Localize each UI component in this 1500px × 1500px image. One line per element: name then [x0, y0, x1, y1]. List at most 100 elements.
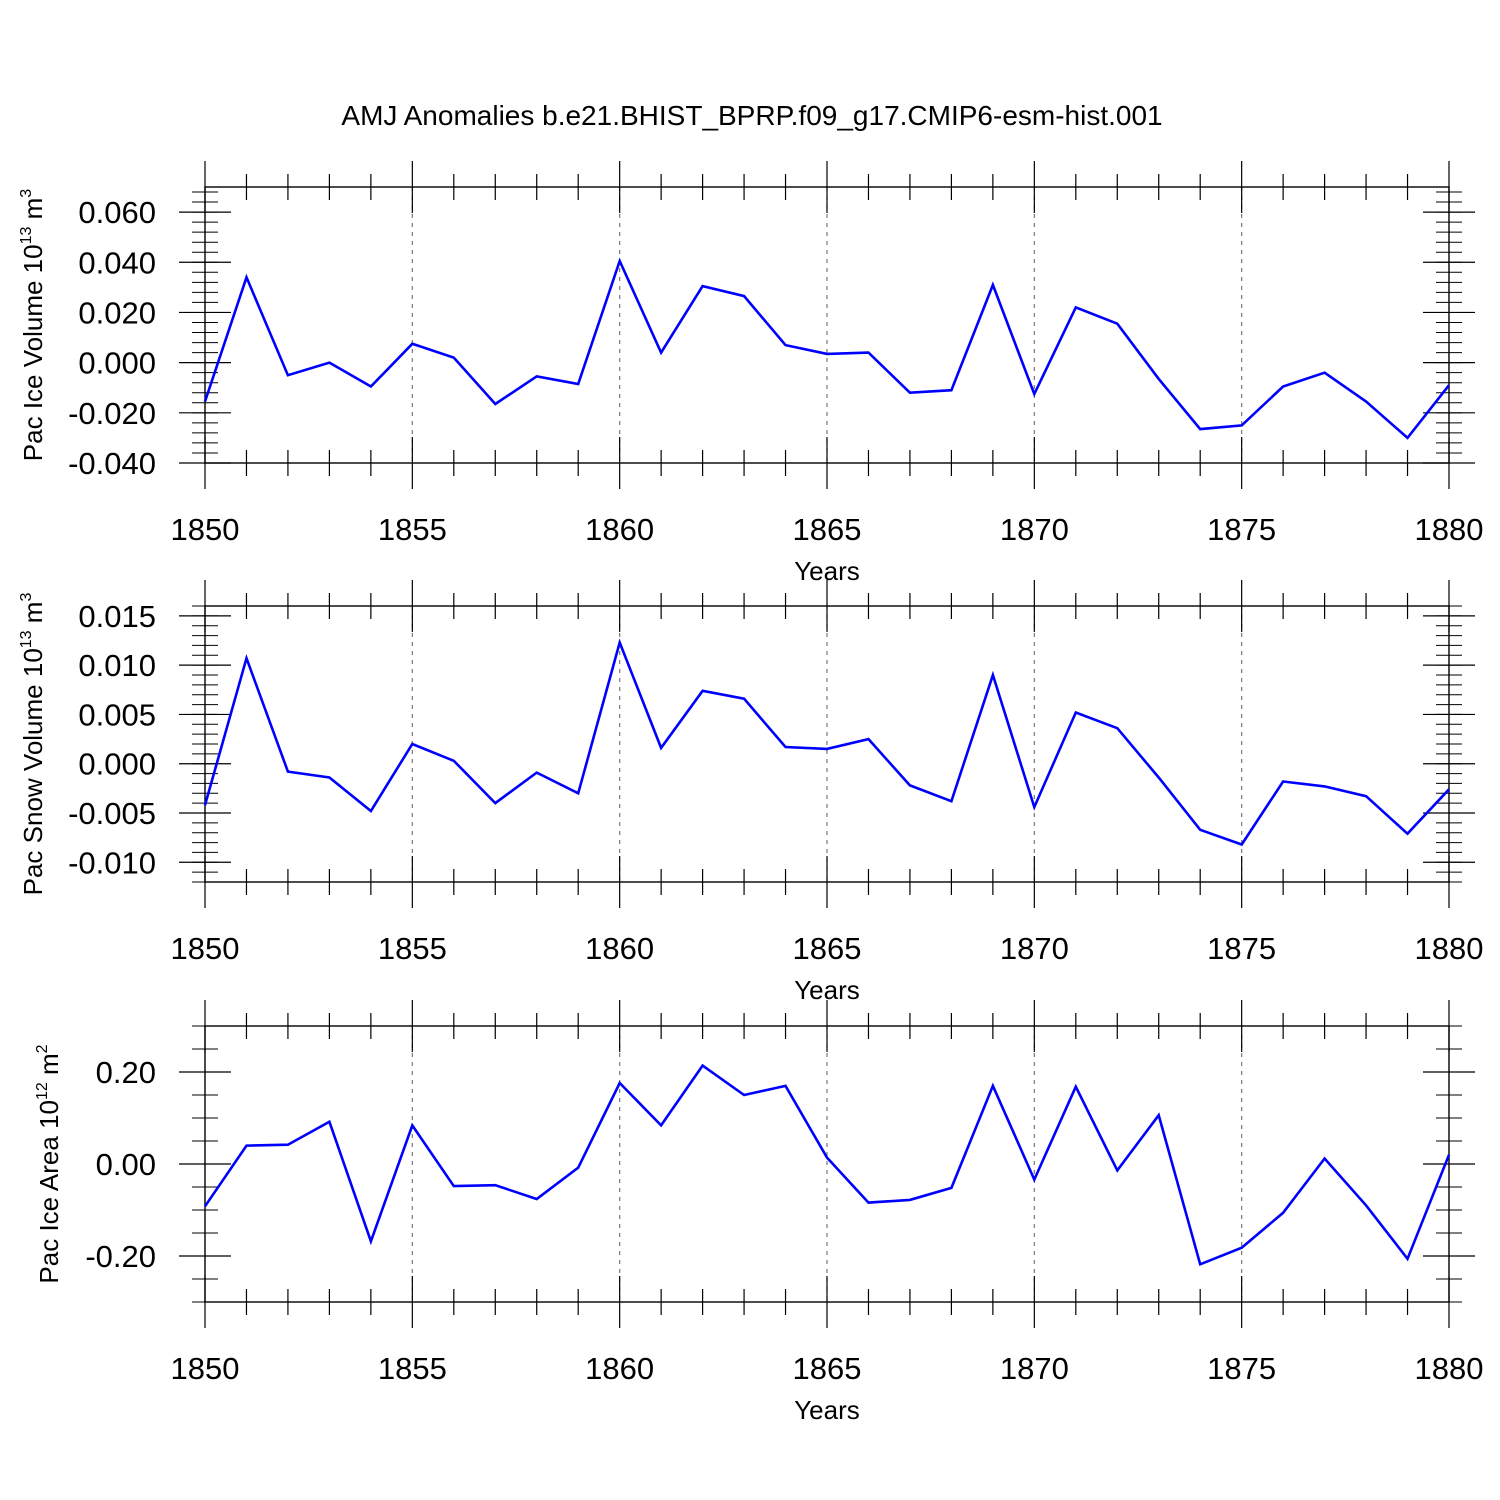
data-point: [1240, 843, 1244, 847]
data-point: [203, 803, 207, 807]
data-point: [1198, 828, 1202, 832]
data-point: [618, 1081, 622, 1085]
data-point: [369, 384, 373, 388]
data-point: [1406, 1257, 1410, 1261]
data-point: [908, 391, 912, 395]
y-tick-label: 0.015: [78, 599, 156, 634]
data-point: [991, 673, 995, 677]
panel-snow-volume: 0.015 0.010 0.005 0.000 -0.005 -0.010 1850 1855…: [18, 580, 1483, 1005]
data-point: [784, 745, 788, 749]
data-point: [1406, 436, 1410, 440]
data-point: [949, 388, 953, 392]
y-tick-label: -0.020: [68, 396, 156, 431]
data-point: [1406, 832, 1410, 836]
x-tick-label: 1880: [1415, 512, 1484, 547]
data-point: [659, 1123, 663, 1127]
data-point: [1281, 779, 1285, 783]
x-tick-label: 1865: [793, 1351, 862, 1386]
x-tick-label: 1860: [585, 512, 654, 547]
data-point: [410, 1123, 414, 1127]
x-tick-label: 1855: [378, 1351, 447, 1386]
data-point: [701, 284, 705, 288]
data-point: [1074, 1085, 1078, 1089]
y-tick-label: 0.20: [96, 1055, 156, 1090]
panel-ice-volume: 0.060 0.040 0.020 0.000 -0.020 -0.040 1850 1855…: [18, 161, 1483, 586]
data-point: [1364, 794, 1368, 798]
x-tick-label: 1875: [1207, 931, 1276, 966]
data-point: [1364, 1203, 1368, 1207]
data-point: [535, 1197, 539, 1201]
data-point: [1115, 726, 1119, 730]
x-tick-label: 1860: [585, 1351, 654, 1386]
data-point: [1364, 400, 1368, 404]
data-point: [1323, 784, 1327, 788]
series-line: [203, 257, 1451, 440]
data-point: [659, 351, 663, 355]
data-point: [410, 342, 414, 346]
x-tick-label: 1860: [585, 931, 654, 966]
y-tick-label: 0.000: [78, 346, 156, 381]
x-tick-label: 1850: [171, 1351, 240, 1386]
y-tick-label: -0.010: [68, 845, 156, 880]
data-point: [203, 400, 207, 404]
data-point: [1115, 1168, 1119, 1172]
series-line: [203, 1063, 1451, 1267]
data-point: [1157, 377, 1161, 381]
data-point: [1447, 787, 1451, 791]
data-point: [825, 352, 829, 356]
y-tick-label: 0.005: [78, 697, 156, 732]
data-point: [1032, 392, 1036, 396]
x-tick-label: 1850: [171, 512, 240, 547]
data-point: [1447, 1153, 1451, 1157]
data-point: [493, 402, 497, 406]
data-point: [452, 759, 456, 763]
data-point: [1074, 305, 1078, 309]
x-tick-label: 1870: [1000, 1351, 1069, 1386]
data-point: [1157, 776, 1161, 780]
data-point: [244, 656, 248, 660]
data-point: [244, 275, 248, 279]
data-point: [1447, 383, 1451, 387]
data-point: [1115, 322, 1119, 326]
data-point: [866, 737, 870, 741]
data-point: [949, 1186, 953, 1190]
data-point: [535, 374, 539, 378]
data-point: [576, 1166, 580, 1170]
data-point: [286, 770, 290, 774]
data-point: [327, 1120, 331, 1124]
data-point: [576, 791, 580, 795]
data-point: [1240, 423, 1244, 427]
panel-ice-area: 0.20 0.00 -0.20 1850 1855 1860 1865 1870 1875 188…: [34, 1000, 1483, 1425]
data-point: [742, 697, 746, 701]
x-tick-label: 1880: [1415, 931, 1484, 966]
data-point: [410, 742, 414, 746]
data-point: [327, 776, 331, 780]
data-point: [949, 799, 953, 803]
data-point: [1323, 371, 1327, 375]
y-tick-label: 0.000: [78, 747, 156, 782]
data-point: [866, 351, 870, 355]
data-point: [1198, 427, 1202, 431]
data-point: [1157, 1113, 1161, 1117]
data-point: [784, 343, 788, 347]
data-point: [535, 771, 539, 775]
data-point: [1032, 805, 1036, 809]
data-point: [908, 1198, 912, 1202]
y-tick-label: -0.005: [68, 796, 156, 831]
x-axis-label: Years: [794, 1395, 860, 1425]
data-point: [244, 1144, 248, 1148]
data-point: [1074, 710, 1078, 714]
data-point: [784, 1084, 788, 1088]
data-point: [493, 801, 497, 805]
data-point: [1281, 384, 1285, 388]
y-axis-label: Pac Ice Volume 1013 m3: [18, 189, 48, 462]
x-tick-label: 1850: [171, 931, 240, 966]
y-tick-label: 0.020: [78, 295, 156, 330]
data-point: [991, 1084, 995, 1088]
y-tick-label: 0.060: [78, 195, 156, 230]
data-point: [286, 1143, 290, 1147]
series-line: [203, 638, 1450, 847]
data-point: [369, 809, 373, 813]
data-point: [825, 747, 829, 751]
data-point: [618, 640, 622, 644]
